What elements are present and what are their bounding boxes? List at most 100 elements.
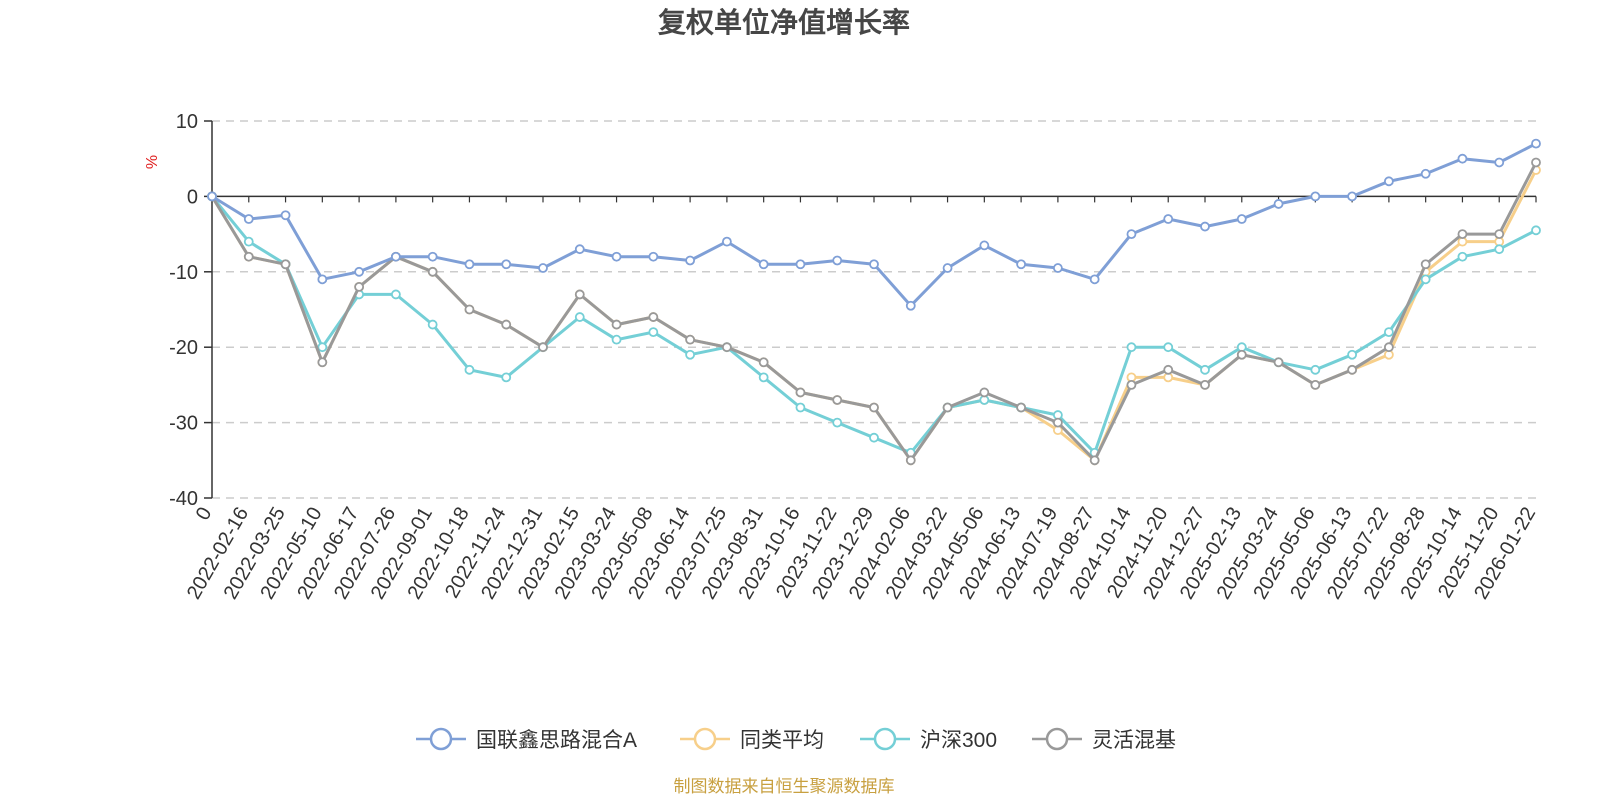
data-point[interactable] bbox=[1310, 379, 1321, 390]
data-point[interactable] bbox=[1273, 199, 1284, 209]
data-point[interactable] bbox=[574, 289, 585, 300]
data-point[interactable] bbox=[1420, 259, 1431, 270]
data-point[interactable] bbox=[758, 259, 769, 270]
legend-item[interactable]: 沪深300 bbox=[860, 727, 997, 752]
data-point[interactable] bbox=[317, 357, 328, 368]
data-point[interactable] bbox=[942, 263, 953, 273]
data-point[interactable] bbox=[1052, 263, 1063, 273]
data-point[interactable] bbox=[1420, 168, 1431, 179]
legend-item[interactable]: 国联鑫思路混合A bbox=[416, 727, 637, 752]
data-point[interactable] bbox=[317, 342, 328, 353]
data-point[interactable] bbox=[1236, 349, 1247, 360]
data-point[interactable] bbox=[1089, 274, 1100, 285]
data-point[interactable] bbox=[1163, 364, 1174, 375]
data-point[interactable] bbox=[1383, 176, 1394, 187]
data-point[interactable] bbox=[427, 251, 438, 262]
data-point[interactable] bbox=[280, 259, 291, 270]
legend[interactable]: 国联鑫思路混合A 同类平均 沪深300 灵活混基 bbox=[416, 727, 1176, 752]
data-point[interactable] bbox=[207, 191, 217, 202]
data-point[interactable] bbox=[390, 251, 401, 262]
data-point[interactable] bbox=[648, 251, 659, 262]
data-point[interactable] bbox=[427, 266, 438, 277]
data-point[interactable] bbox=[1163, 342, 1174, 353]
data-point[interactable] bbox=[758, 357, 769, 368]
data-point[interactable] bbox=[1236, 214, 1247, 224]
data-point[interactable] bbox=[832, 255, 843, 266]
data-point[interactable] bbox=[869, 432, 879, 443]
data-point[interactable] bbox=[942, 402, 953, 413]
data-point[interactable] bbox=[979, 387, 990, 398]
data-point[interactable] bbox=[1347, 349, 1358, 360]
data-point[interactable] bbox=[832, 417, 843, 428]
data-point[interactable] bbox=[1494, 157, 1505, 168]
data-point[interactable] bbox=[648, 327, 659, 338]
data-point[interactable] bbox=[464, 304, 475, 315]
data-point[interactable] bbox=[501, 372, 512, 383]
data-point[interactable] bbox=[1494, 244, 1505, 255]
data-point[interactable] bbox=[648, 312, 659, 322]
data-point[interactable] bbox=[1126, 379, 1137, 390]
data-point[interactable] bbox=[1457, 153, 1468, 164]
data-point[interactable] bbox=[869, 402, 879, 413]
data-point[interactable] bbox=[1163, 214, 1174, 224]
data-point[interactable] bbox=[1200, 364, 1210, 375]
data-point[interactable] bbox=[317, 274, 328, 285]
data-point[interactable] bbox=[538, 342, 548, 353]
data-point[interactable] bbox=[243, 236, 254, 247]
data-point[interactable] bbox=[354, 281, 365, 292]
data-point[interactable] bbox=[1310, 191, 1321, 202]
data-point[interactable] bbox=[832, 395, 843, 405]
data-point[interactable] bbox=[795, 259, 806, 270]
data-point[interactable] bbox=[1457, 229, 1468, 240]
data-point[interactable] bbox=[1200, 379, 1210, 390]
data-point[interactable] bbox=[611, 319, 622, 330]
data-point[interactable] bbox=[501, 259, 512, 270]
legend-item[interactable]: 同类平均 bbox=[680, 727, 824, 752]
data-point[interactable] bbox=[685, 255, 696, 266]
data-point[interactable] bbox=[1347, 191, 1358, 202]
data-point[interactable] bbox=[611, 334, 622, 345]
data-point[interactable] bbox=[427, 319, 438, 330]
data-point[interactable] bbox=[243, 214, 254, 224]
data-point[interactable] bbox=[758, 372, 769, 383]
data-point[interactable] bbox=[1126, 229, 1137, 240]
data-point[interactable] bbox=[1531, 138, 1541, 149]
data-point[interactable] bbox=[795, 402, 806, 413]
data-point[interactable] bbox=[538, 263, 548, 273]
data-point[interactable] bbox=[280, 210, 291, 221]
data-point[interactable] bbox=[1052, 417, 1063, 428]
data-point[interactable] bbox=[1273, 357, 1284, 368]
data-point[interactable] bbox=[685, 349, 696, 360]
data-point[interactable] bbox=[464, 364, 475, 375]
data-point[interactable] bbox=[795, 387, 806, 398]
data-point[interactable] bbox=[1126, 342, 1137, 353]
data-point[interactable] bbox=[721, 342, 732, 353]
data-point[interactable] bbox=[574, 312, 585, 322]
data-point[interactable] bbox=[1383, 342, 1394, 353]
data-point[interactable] bbox=[1457, 251, 1468, 262]
data-point[interactable] bbox=[1420, 274, 1431, 285]
data-point[interactable] bbox=[1383, 327, 1394, 338]
data-point[interactable] bbox=[1531, 157, 1541, 168]
data-point[interactable] bbox=[685, 334, 696, 345]
data-point[interactable] bbox=[979, 240, 990, 251]
data-point[interactable] bbox=[1494, 229, 1505, 240]
data-point[interactable] bbox=[905, 300, 916, 311]
data-point[interactable] bbox=[1200, 221, 1210, 232]
data-point[interactable] bbox=[611, 251, 622, 262]
data-point[interactable] bbox=[905, 455, 916, 466]
data-point[interactable] bbox=[1016, 402, 1027, 413]
data-point[interactable] bbox=[1016, 259, 1027, 270]
data-point[interactable] bbox=[354, 266, 365, 277]
data-point[interactable] bbox=[1089, 455, 1100, 466]
data-point[interactable] bbox=[1310, 364, 1321, 375]
data-point[interactable] bbox=[243, 251, 254, 262]
data-point[interactable] bbox=[721, 236, 732, 247]
data-point[interactable] bbox=[501, 319, 512, 330]
legend-item[interactable]: 灵活混基 bbox=[1032, 727, 1176, 752]
data-point[interactable] bbox=[574, 244, 585, 255]
data-point[interactable] bbox=[1347, 364, 1358, 375]
data-point[interactable] bbox=[869, 259, 879, 270]
data-point[interactable] bbox=[464, 259, 475, 270]
data-point[interactable] bbox=[390, 289, 401, 300]
